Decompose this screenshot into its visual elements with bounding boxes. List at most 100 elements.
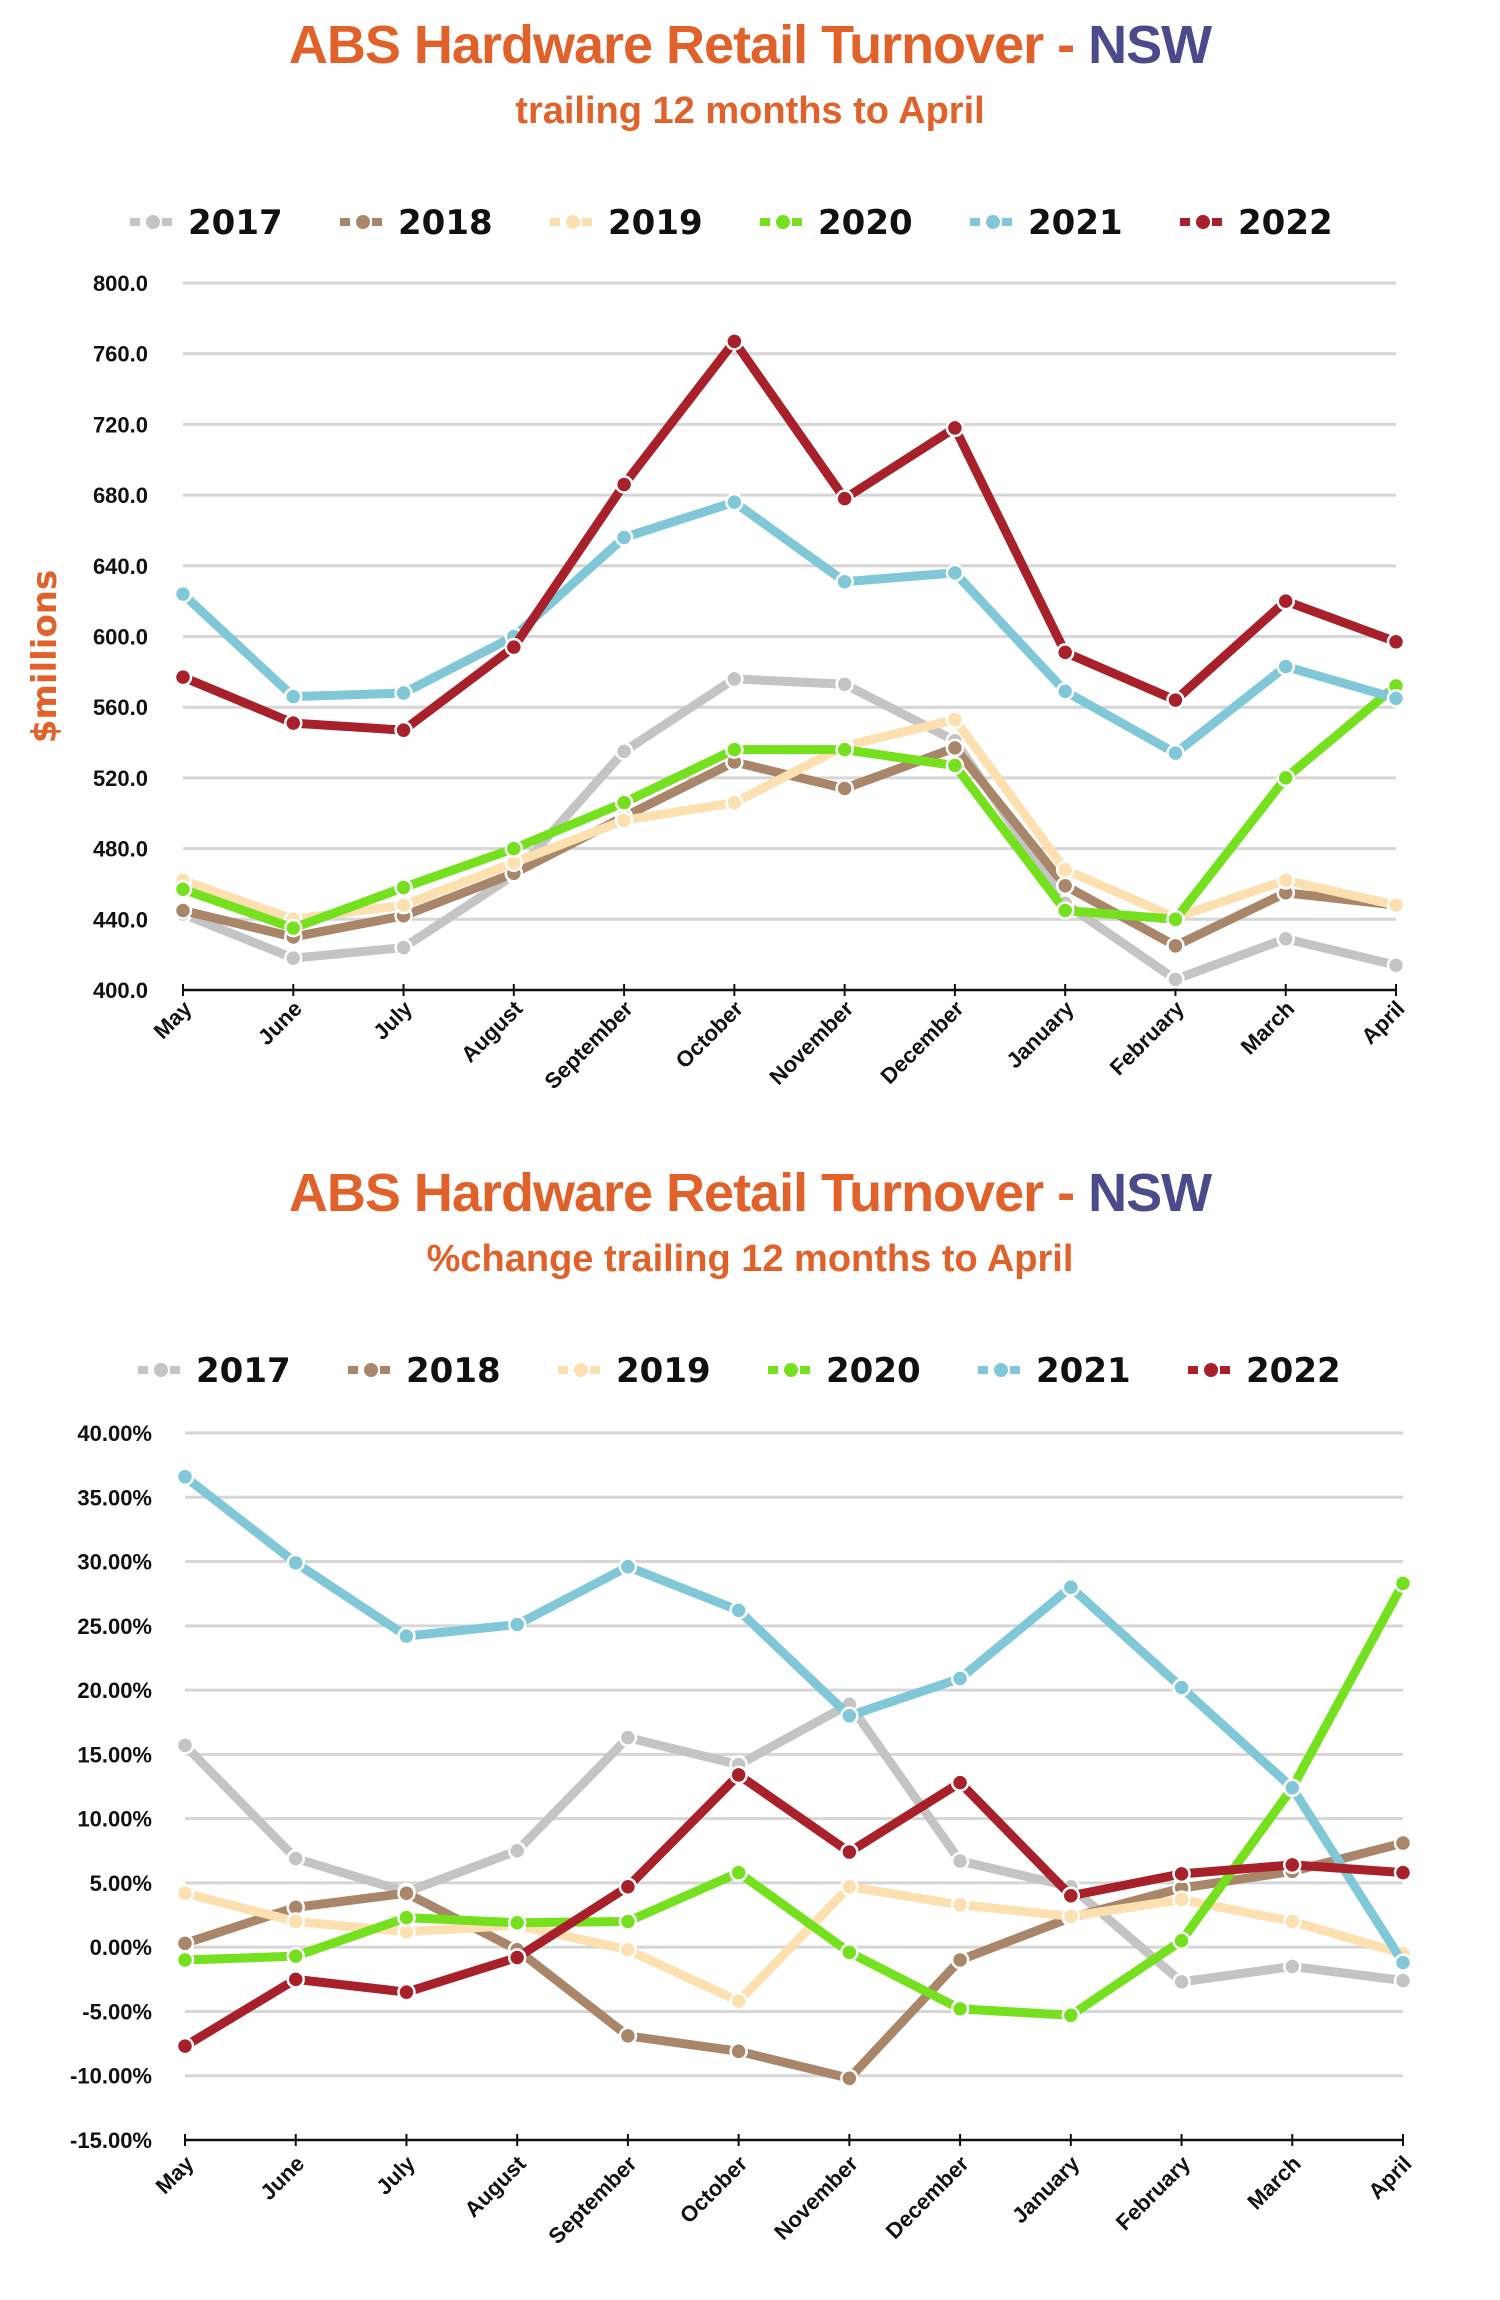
data-point-2020 [614, 793, 634, 812]
y-tick-label: 480.0 [93, 837, 148, 862]
x-tick-label: August [459, 2150, 531, 2222]
data-point-2022 [1055, 643, 1075, 662]
data-point-2019 [1386, 895, 1406, 915]
data-point-2021 [173, 584, 193, 604]
data-point-2017 [1166, 970, 1185, 989]
data-point-2020 [729, 1863, 748, 1882]
data-point-2022 [1166, 690, 1185, 710]
y-tick-label: 760.0 [93, 342, 148, 367]
y-tick-label: 720.0 [93, 412, 148, 437]
data-point-2021 [1393, 1953, 1413, 1972]
data-point-2022 [284, 713, 303, 733]
data-point-2017 [950, 1851, 970, 1871]
data-point-2021 [507, 1615, 527, 1634]
y-tick-label: -15.00% [70, 2128, 152, 2153]
series-line-2022 [181, 336, 1398, 735]
data-point-2020 [284, 918, 303, 938]
x-tick-label: November [764, 996, 858, 1090]
y-tick-label: 680.0 [93, 483, 148, 508]
x-tick-label: March [1242, 2151, 1305, 2214]
x-tick-label: October [671, 996, 749, 1074]
y-tick-label: 25.00% [77, 1614, 152, 1639]
data-point-2017 [1386, 956, 1406, 975]
data-point-2018 [1055, 876, 1075, 895]
legend-label-2022: 2022 [1238, 203, 1333, 243]
legend-marker-2019 [564, 213, 582, 231]
legend-marker-2018 [354, 213, 372, 231]
data-point-2021 [286, 1553, 305, 1573]
data-point-2021 [1276, 657, 1295, 676]
data-point-2022 [618, 1877, 638, 1897]
data-point-2019 [950, 1895, 970, 1915]
chart1-title-region: NSW [1088, 15, 1212, 75]
data-point-2018 [945, 738, 965, 758]
chart2-title: ABS Hardware Retail Turnover - NSW [0, 1162, 1500, 1224]
x-tick-label: March [1236, 996, 1299, 1059]
data-point-2020 [286, 1946, 305, 1966]
legend-label-2019: 2019 [608, 203, 703, 243]
data-point-2018 [950, 1950, 970, 1970]
data-point-2020 [397, 1908, 416, 1927]
y-tick-label: 800.0 [93, 271, 148, 296]
data-point-2021 [284, 687, 303, 706]
data-point-2019 [729, 1991, 748, 2011]
data-point-2017 [286, 1849, 305, 1868]
data-point-2019 [394, 895, 413, 915]
y-tick-label: 520.0 [93, 766, 148, 791]
data-point-2021 [397, 1626, 416, 1646]
data-point-2018 [175, 1934, 195, 1953]
y-tick-label: 600.0 [93, 625, 148, 650]
data-point-2018 [835, 779, 854, 798]
data-point-2019 [1172, 1890, 1191, 1909]
data-point-2018 [173, 901, 193, 920]
data-point-2022 [725, 332, 744, 351]
series-line-2020 [181, 682, 1399, 933]
data-point-2020 [840, 1943, 859, 1962]
data-point-2020 [1061, 2006, 1081, 2025]
data-point-2017 [284, 948, 303, 968]
chart1-title: ABS Hardware Retail Turnover - NSW [0, 14, 1500, 76]
data-point-2019 [286, 1912, 305, 1931]
legend-label-2017: 2017 [188, 203, 283, 243]
data-point-2020 [394, 878, 413, 897]
data-point-2019 [618, 1940, 638, 1960]
data-point-2020 [725, 740, 744, 759]
data-point-2022 [286, 1970, 305, 1989]
x-tick-label: February [1111, 2150, 1196, 2235]
x-tick-label: October [675, 2151, 753, 2229]
legend-marker-2017 [144, 213, 162, 231]
data-point-2022 [950, 1773, 970, 1792]
legend-label-2021: 2021 [1028, 203, 1123, 243]
data-point-2019 [840, 1877, 859, 1897]
data-point-2021 [618, 1557, 638, 1576]
legend-label-2022: 2022 [1246, 1351, 1341, 1391]
legend-label-2018: 2018 [406, 1351, 501, 1391]
data-point-2018 [397, 1883, 416, 1903]
data-point-2017 [614, 742, 634, 761]
x-tick-label: January [1007, 2150, 1085, 2228]
legend-label-2019: 2019 [616, 1351, 711, 1391]
data-point-2020 [504, 839, 524, 858]
legend-label-2020: 2020 [826, 1351, 921, 1391]
series-line-2018 [183, 1838, 1405, 2083]
x-tick-label: May [149, 995, 197, 1043]
data-point-2021 [1166, 743, 1185, 763]
data-point-2022 [1283, 1855, 1302, 1875]
data-point-2022 [1172, 1864, 1191, 1884]
series-line-2019 [183, 1882, 1405, 2006]
chart1-title-text: ABS Hardware Retail Turnover - [288, 15, 1089, 75]
legend-marker-2017 [152, 1361, 170, 1379]
legend-marker-2019 [572, 1361, 590, 1379]
legend-marker-2022 [1202, 1361, 1220, 1379]
data-point-2022 [835, 489, 854, 508]
x-tick-label: July [368, 995, 417, 1044]
data-point-2022 [507, 1948, 527, 1967]
data-point-2018 [618, 2026, 638, 2046]
y-tick-label: 35.00% [77, 1485, 152, 1510]
legend-marker-2021 [984, 213, 1002, 231]
legend-marker-2020 [774, 213, 792, 231]
x-tick-label: December [881, 2151, 974, 2244]
x-tick-label: July [371, 2150, 420, 2199]
data-point-2017 [394, 938, 413, 957]
